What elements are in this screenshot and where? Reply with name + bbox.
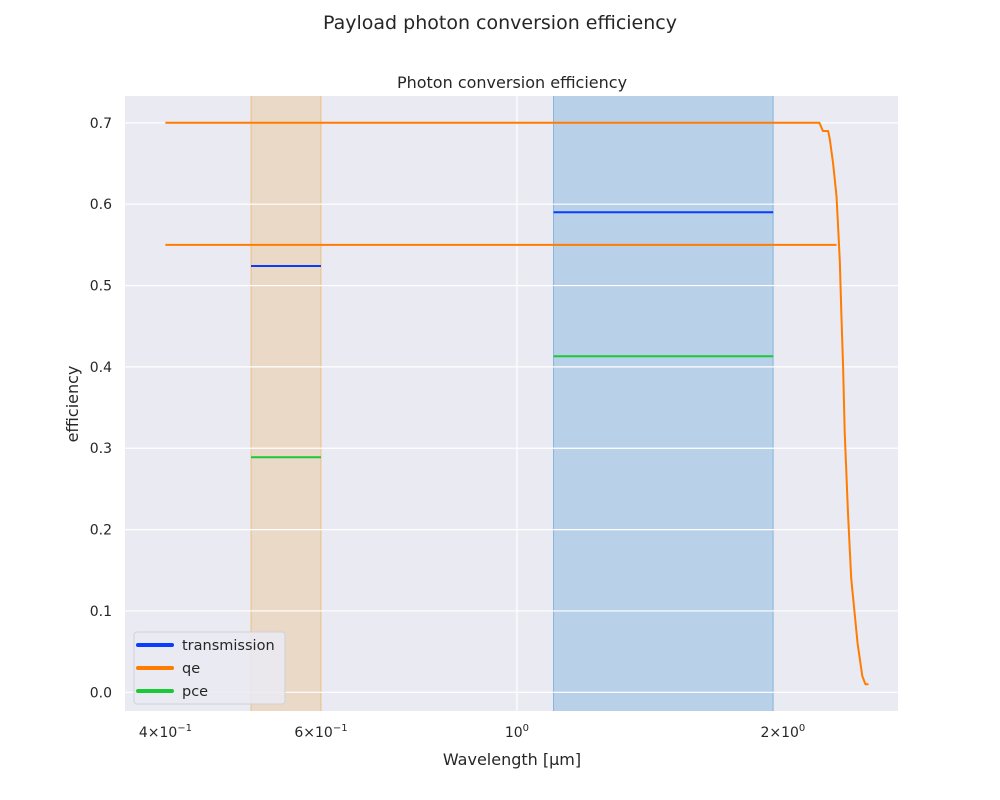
tick-layer: 0.0 0.1 0.2 0.3 0.4 0.5 0.6 0.7 4×10−1 6×10−1 100 2… — [90, 116, 806, 741]
x-axis-label: Wavelength [μm] — [443, 750, 581, 769]
y-tick-label-5: 0.5 — [90, 279, 112, 295]
grid-layer — [125, 96, 898, 711]
x-tick-label-1: 6×10−1 — [294, 723, 347, 741]
y-axis-label: efficiency — [63, 366, 82, 443]
y-tick-label-7: 0.7 — [90, 116, 112, 132]
figure-title: Payload photon conversion efficiency — [323, 12, 677, 34]
legend-label-pce: pce — [182, 684, 208, 700]
legend-box — [133, 631, 286, 705]
y-tick-label-3: 0.3 — [90, 441, 112, 457]
y-tick-label-2: 0.2 — [90, 523, 112, 539]
x-tick-label-3: 2×100 — [760, 723, 805, 741]
legend-label-transmission: transmission — [182, 638, 275, 654]
x-tick-label-0: 4×10−1 — [139, 723, 192, 741]
y-tick-label-1: 0.1 — [90, 604, 112, 620]
band-layer — [250, 96, 774, 711]
legend-label-qe: qe — [182, 661, 200, 677]
chart-title: Photon conversion efficiency — [397, 73, 627, 92]
band-fill-1 — [553, 96, 774, 711]
plot-background — [125, 96, 898, 711]
y-tick-label-4: 0.4 — [90, 360, 112, 376]
series-layer — [165, 121, 869, 686]
series-qe-segment-0 — [165, 121, 869, 686]
band-fill-0 — [251, 96, 321, 711]
y-tick-label-6: 0.6 — [90, 197, 112, 213]
y-tick-label-0: 0.0 — [90, 685, 112, 701]
x-tick-label-2: 100 — [505, 723, 529, 741]
legend: transmission qe pce — [133, 631, 286, 705]
